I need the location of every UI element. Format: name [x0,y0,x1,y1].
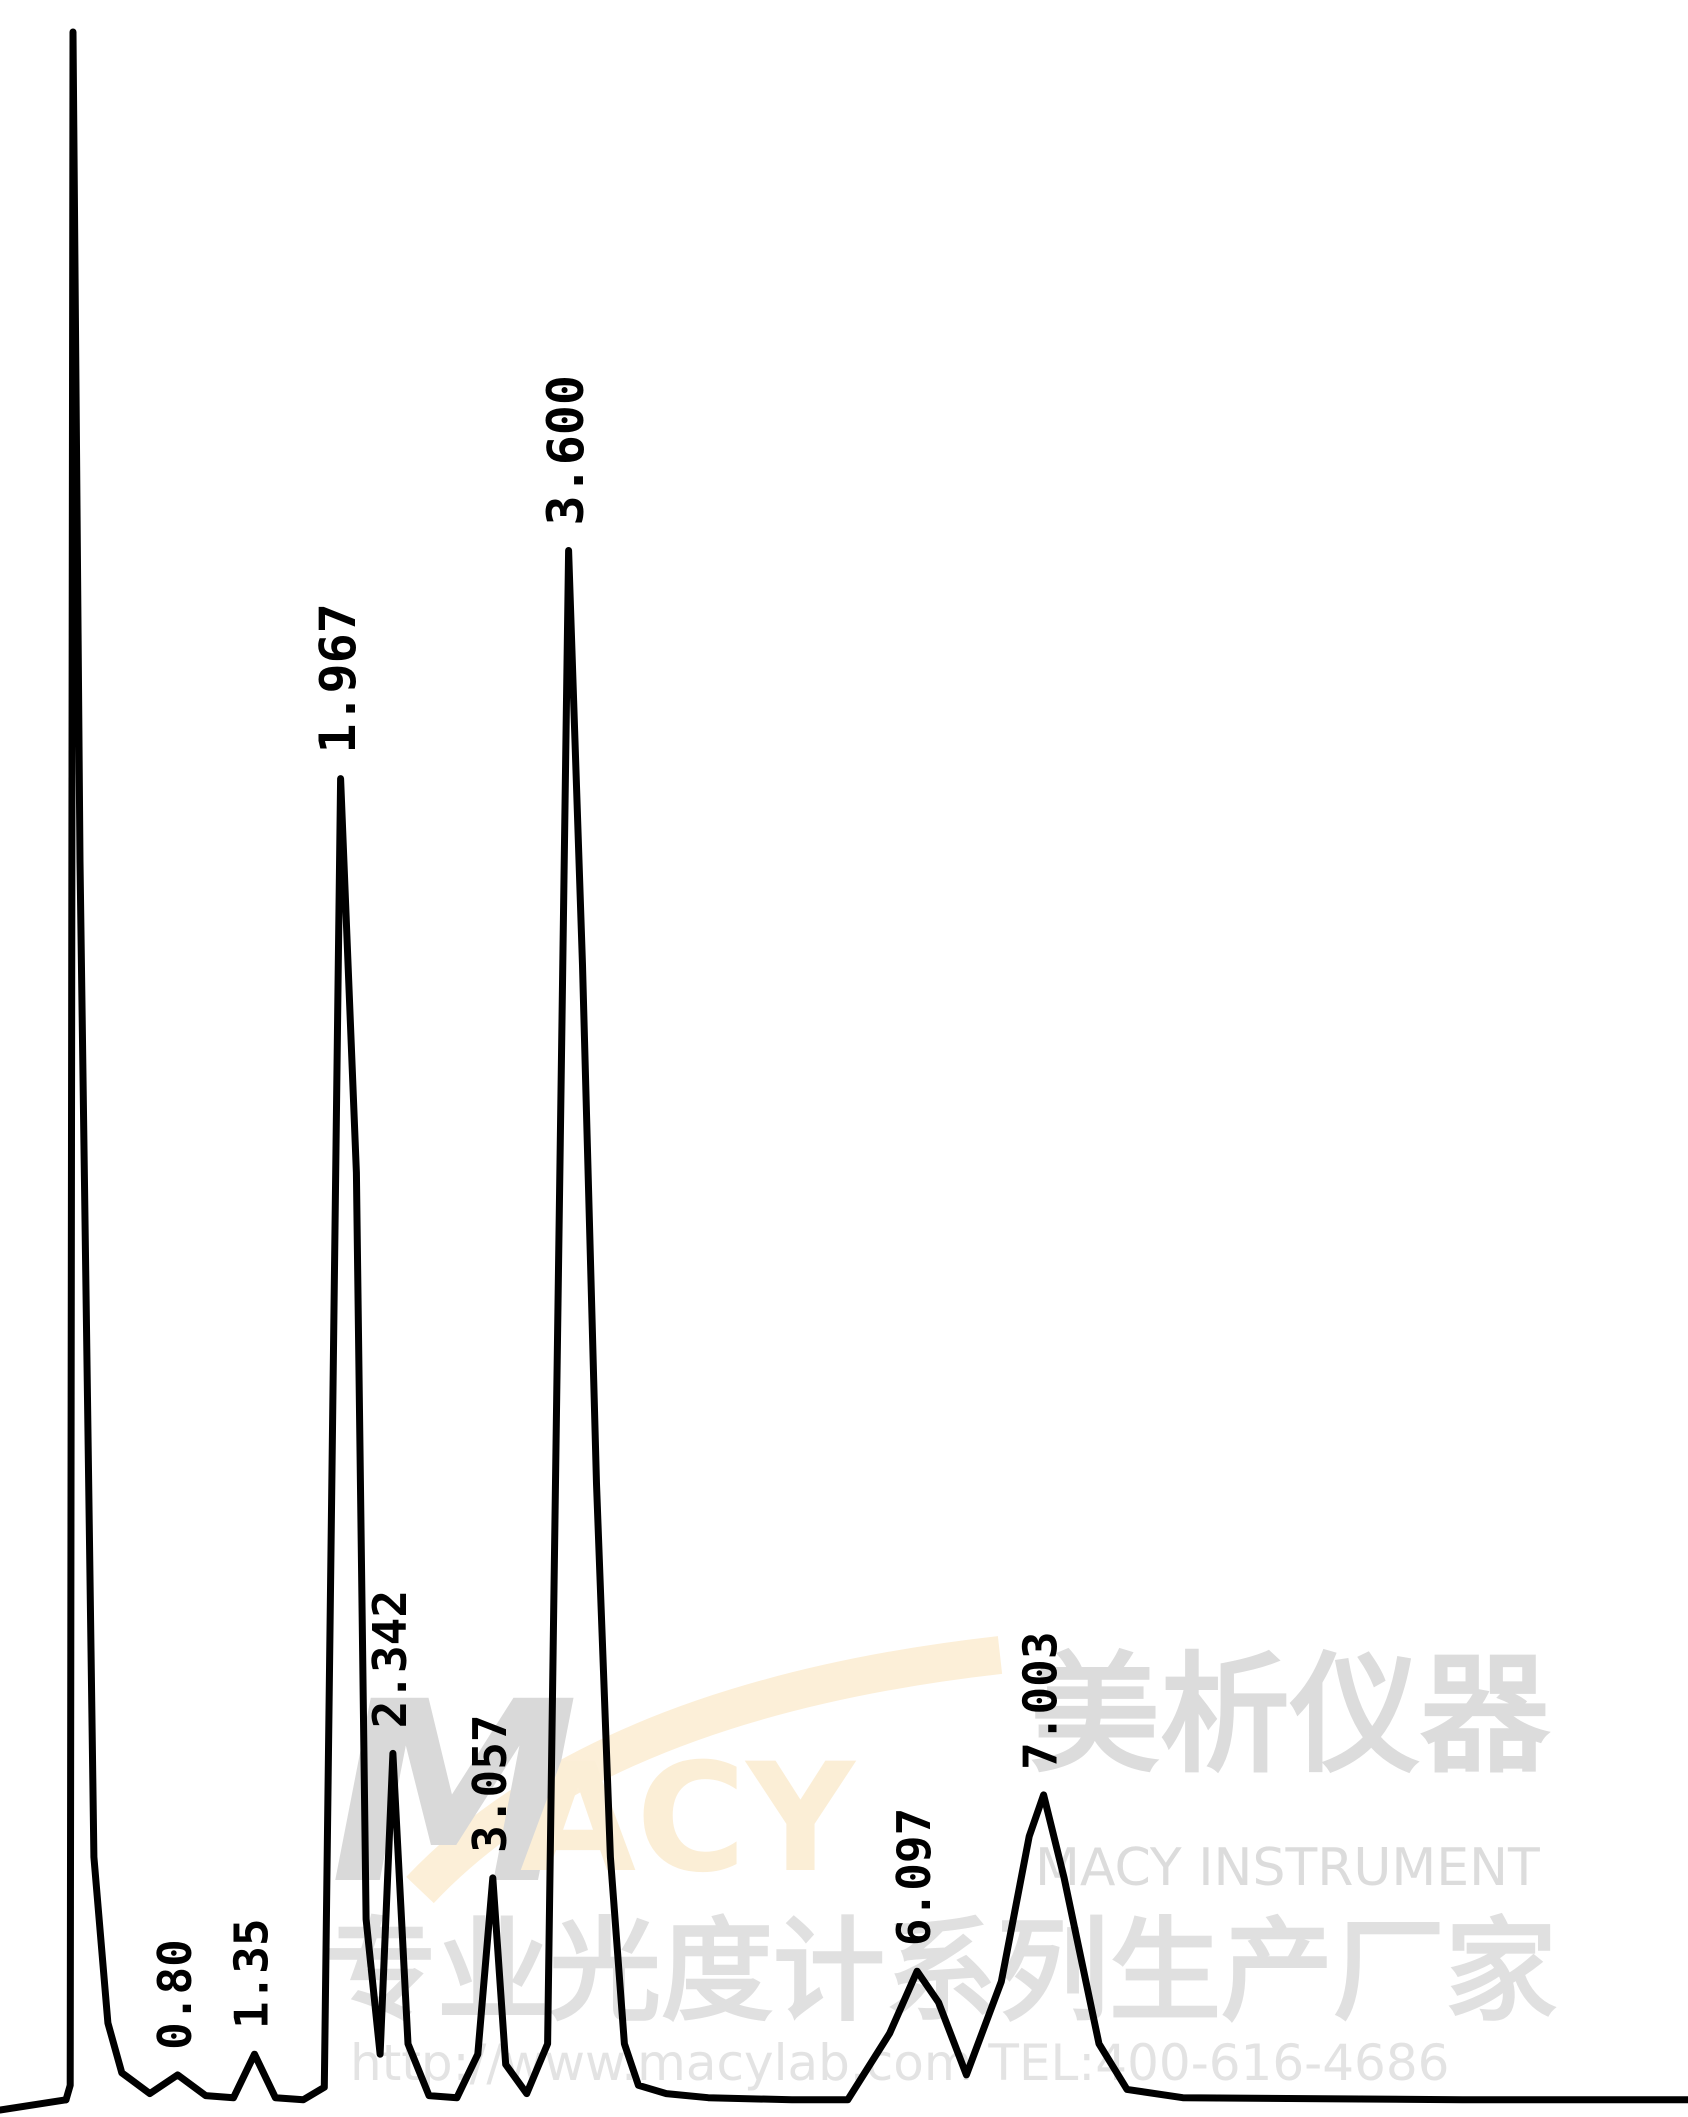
watermark-logo-m: M [330,1648,579,1939]
peak-label: 2.342 [363,1590,417,1728]
watermark-contact: http://www.macylab.com TEL:400-616-4686 [350,2034,1449,2092]
watermark-swoosh [406,1636,1003,1904]
peak-label: 1.967 [309,603,367,754]
peak-label: 1.35 [225,1918,279,2029]
chromatogram-trace [62,28,1688,2104]
plot-area: 0.801.351.9672.3423.0573.6006.0977.00314… [0,28,1688,2114]
peak-label: 0.80 [148,1939,202,2050]
peak-label: 3.600 [537,375,595,526]
watermark-brand-cn: 美析仪器 [1030,1639,1551,1791]
peak-label: 7.003 [1014,1631,1068,1769]
watermark-logo-acy: ACY [520,1732,857,1906]
peak-label: 6.097 [887,1808,941,1946]
watermark-brand-en: MACY INSTRUMENT [1035,1838,1540,1898]
baseline-start [0,2096,70,2114]
peak-label: 3.057 [463,1714,517,1852]
